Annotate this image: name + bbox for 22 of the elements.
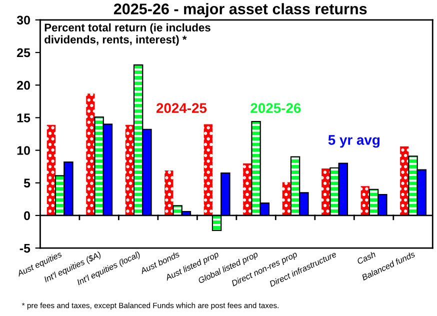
series-label: 2025-26 (250, 103, 301, 113)
series-label: 2024-25 (156, 103, 207, 113)
series-label: 5 yr avg (328, 135, 380, 148)
y-tick-label: 30 (16, 16, 30, 25)
bar (282, 182, 291, 216)
bar (164, 170, 174, 216)
bar (86, 94, 95, 216)
bar (125, 124, 134, 216)
bar (46, 124, 56, 216)
y-tick-label: 15 (17, 114, 30, 122)
text: Percent total return (ie includes dividends, rents, interest) * (44, 23, 210, 46)
y-tick-label: -5 (20, 244, 30, 253)
y-tick-label: 5 (24, 178, 30, 188)
y-tick-label: 20 (17, 80, 30, 90)
bar (204, 124, 212, 216)
y-tick-label: 0 (24, 211, 30, 220)
y-tick-label: 25 (17, 48, 30, 58)
bar (360, 186, 370, 216)
bar (322, 168, 330, 216)
chart-title: 2025-26 - major asset class returns (114, 3, 367, 18)
bar (400, 146, 409, 216)
y-tick-label: 10 (17, 146, 30, 155)
